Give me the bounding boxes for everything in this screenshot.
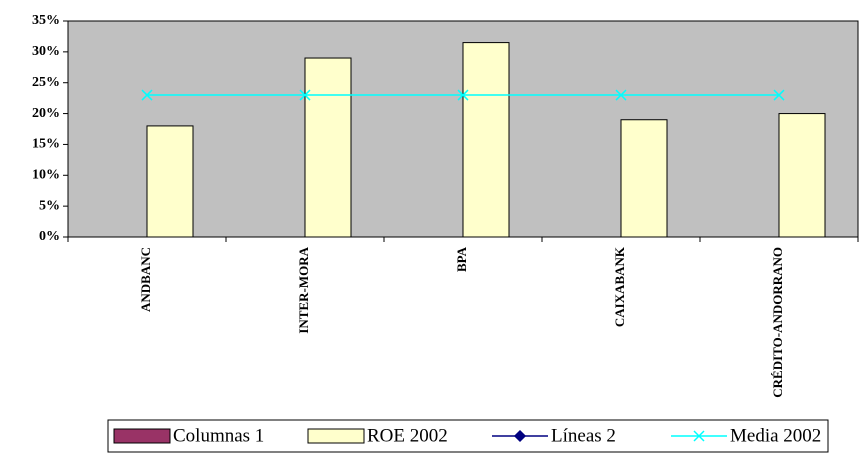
y-tick-label: 10% [32, 168, 60, 183]
y-tick-label: 0% [39, 229, 60, 244]
y-tick-label: 5% [39, 198, 60, 213]
marker [457, 89, 469, 101]
bar [620, 119, 668, 238]
x-tick-label: INTER-MORA [296, 246, 311, 333]
y-tick-label: 15% [32, 137, 60, 152]
legend-label: ROE 2002 [367, 425, 448, 446]
y-tick-label: 25% [32, 75, 60, 90]
y-tick-label: 30% [32, 44, 60, 59]
y-tick-label: 35% [32, 13, 60, 28]
marker [299, 89, 311, 101]
x-tick-label: CRÉDITO-ANDORRANO [770, 247, 785, 398]
legend-marker [693, 430, 705, 442]
marker [141, 89, 153, 101]
legend-swatch [113, 428, 171, 444]
marker [615, 89, 627, 101]
x-tick-label: ANDBANC [138, 247, 153, 312]
marker [773, 89, 785, 101]
legend-label: Columnas 1 [173, 425, 264, 446]
legend-box [107, 419, 829, 453]
legend-label: Media 2002 [730, 425, 821, 446]
bar [462, 42, 510, 238]
bar [146, 125, 194, 238]
legend-label: Líneas 2 [551, 425, 616, 446]
x-tick-label: BPA [454, 246, 469, 272]
y-tick-label: 20% [32, 106, 60, 121]
legend-marker [513, 429, 527, 443]
bar [778, 113, 826, 238]
bar [304, 57, 352, 238]
legend-swatch [307, 428, 365, 444]
x-tick-label: CAIXABANK [612, 246, 627, 327]
